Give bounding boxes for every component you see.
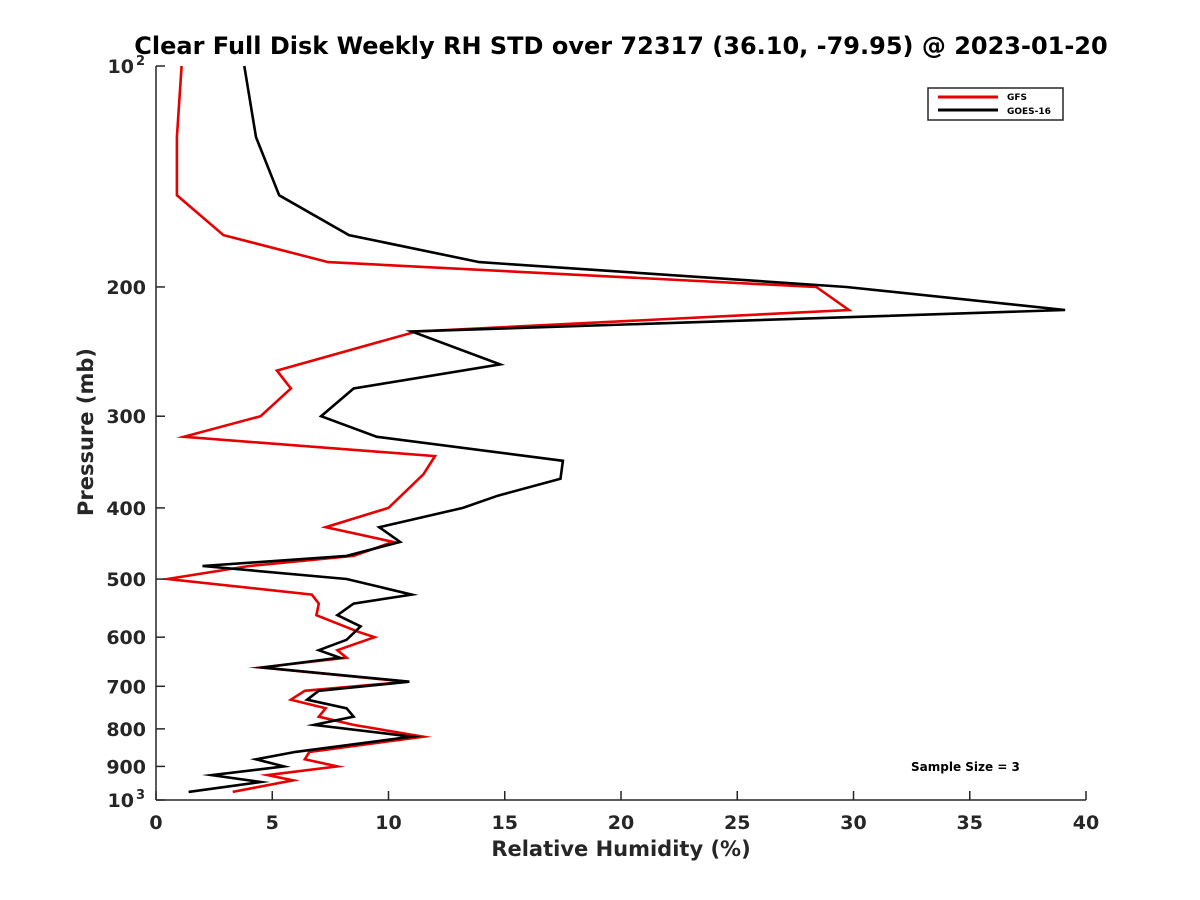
y-tick-label: 600 bbox=[106, 627, 146, 649]
legend-label-goes16: GOES-16 bbox=[1007, 107, 1051, 117]
y-tick-label: 300 bbox=[106, 406, 146, 428]
legend: GFS GOES-16 bbox=[927, 87, 1064, 121]
series-layer bbox=[157, 65, 1066, 794]
x-tick-label: 20 bbox=[608, 812, 634, 834]
series-line-goes16 bbox=[188, 65, 1066, 794]
chart-title: Clear Full Disk Weekly RH STD over 72317… bbox=[134, 32, 1107, 60]
y-axis-label: Pressure (mb) bbox=[74, 348, 98, 516]
sample-size-annotation: Sample Size = 3 bbox=[911, 760, 1020, 774]
y-tick-label: 10 bbox=[108, 790, 134, 812]
y-tick-label: 200 bbox=[106, 277, 146, 299]
legend-box bbox=[927, 87, 1064, 121]
x-axis-label: Relative Humidity (%) bbox=[491, 837, 750, 861]
x-tick-label: 5 bbox=[266, 812, 279, 834]
y-tick-label: 900 bbox=[106, 756, 146, 778]
x-tick-label: 40 bbox=[1073, 812, 1099, 834]
plot-background bbox=[156, 66, 1086, 800]
x-tick-label: 15 bbox=[492, 812, 518, 834]
y-tick-label: 700 bbox=[106, 676, 146, 698]
legend-label-gfs: GFS bbox=[1007, 93, 1027, 103]
y-tick-exponent: 2 bbox=[136, 54, 145, 69]
x-tick-label: 30 bbox=[840, 812, 866, 834]
x-tick-label: 25 bbox=[724, 812, 750, 834]
y-tick-label: 10 bbox=[108, 56, 134, 78]
series-line-gfs bbox=[157, 65, 853, 794]
y-tick-label: 500 bbox=[106, 569, 146, 591]
x-tick-label: 10 bbox=[375, 812, 401, 834]
plot-area bbox=[156, 66, 1086, 800]
y-tick-exponent: 3 bbox=[136, 788, 145, 803]
y-tick-label: 400 bbox=[106, 498, 146, 520]
x-tick-label: 35 bbox=[957, 812, 983, 834]
x-tick-label: 0 bbox=[149, 812, 162, 834]
y-tick-label: 800 bbox=[106, 719, 146, 741]
